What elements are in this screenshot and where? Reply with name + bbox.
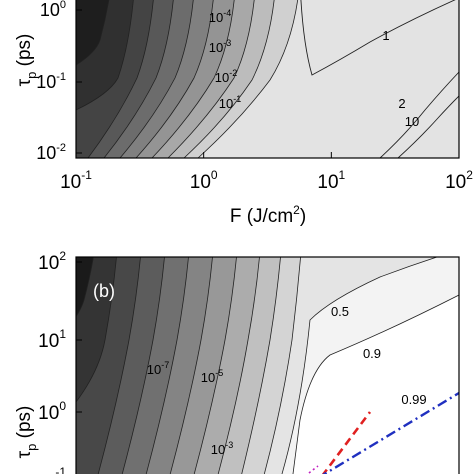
panel-a-y-ticks: 10-2 10-1 100 [36, 0, 82, 163]
contour-line-1 [300, 0, 456, 76]
contour-label: 10-7 [147, 360, 169, 377]
panel-a-contour-labels: 10-4 10-3 10-2 10-1 1 210 [209, 8, 419, 129]
red-dashed-line [321, 411, 372, 474]
x-tick-label: 101 [317, 168, 345, 193]
x-tick-label: 10-1 [60, 168, 92, 193]
contour-label: 10-4 [209, 8, 231, 25]
contour-label: 10-3 [211, 440, 233, 457]
panel-a-y-axis-label: τp (ps) [14, 34, 39, 87]
contour-label: 10-5 [201, 368, 223, 385]
contour-label: 10-3 [209, 38, 231, 55]
contour-label: 2 [398, 96, 405, 111]
contour-band-a-10 [76, 0, 110, 66]
contour-line-10 [397, 95, 459, 158]
y-tick-label: 10-1 [36, 71, 66, 92]
contour-label: 1 [382, 28, 389, 43]
panel-b-y-ticks: 102 101 100 -1 [38, 249, 82, 474]
contour-label: 10 [405, 114, 419, 129]
contour-label: 10-2 [215, 68, 237, 85]
panel-b-label: (b) [93, 281, 115, 301]
contour-line-2 [379, 71, 459, 158]
contour-band-b-11 [76, 257, 94, 318]
contour-label: 0.5 [331, 304, 349, 319]
panel-a-x-axis-label: F (J/cm2) [230, 203, 306, 227]
y-tick-label: 102 [38, 249, 66, 274]
panel-b: (b) 10-7 10-5 10-3 0.5 0.9 0.99 102 101 100 -1 τ… [14, 249, 460, 474]
panel-b-frame [75, 256, 460, 474]
contour-label: 0.9 [363, 346, 381, 361]
blue-dashdot-line [322, 391, 459, 474]
y-tick-label: 101 [38, 327, 66, 352]
x-tick-label: 102 [445, 168, 473, 193]
x-tick-label: 100 [190, 168, 218, 193]
y-tick-label: 100 [38, 399, 66, 424]
panel-b-contour-labels: 10-7 10-5 10-3 0.5 0.9 0.99 [147, 304, 427, 457]
y-tick-label: 100 [40, 0, 66, 20]
contour-label: 10-1 [219, 94, 241, 111]
panel-a-frame [75, 0, 460, 159]
contour-label: 0.99 [401, 392, 426, 407]
panel-b-contours [76, 257, 459, 474]
panel-a-contours [76, 0, 459, 158]
y-tick-label: 10-2 [36, 142, 66, 163]
y-tick-label: -1 [55, 465, 66, 474]
panel-a-x-ticks: 10-1 100 101 102 [60, 152, 473, 193]
panel-b-y-axis-label: τp (ps) [14, 406, 39, 459]
